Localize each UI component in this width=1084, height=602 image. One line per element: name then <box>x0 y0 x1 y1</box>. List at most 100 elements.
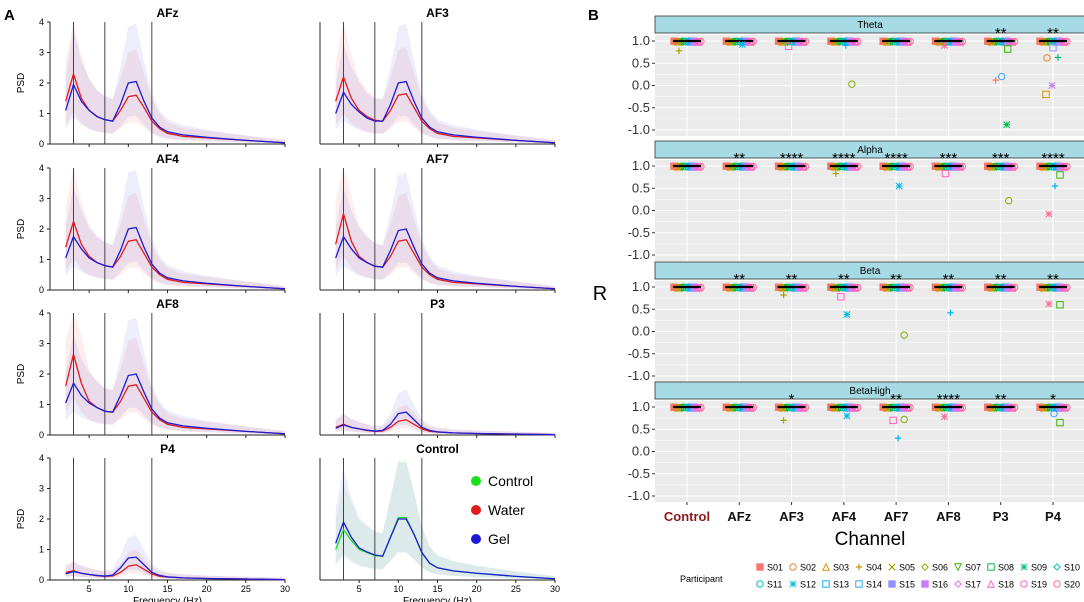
legend-marker-water <box>471 505 481 515</box>
x-tick-label: 25 <box>511 584 521 594</box>
band-gel <box>65 535 286 580</box>
legend-label-s13: S13 <box>833 580 849 590</box>
psd-plot-control: Control 5 10 15 20 25 30 Frequency (Hz) <box>319 442 560 602</box>
band-gel <box>65 23 286 144</box>
points-af3 <box>774 403 810 413</box>
y-tick-label: -0.5 <box>628 346 650 361</box>
series-line-gel <box>65 80 286 144</box>
y-tick-label: 3 <box>39 339 44 349</box>
points-control <box>670 403 705 413</box>
series-line-gel <box>65 556 286 581</box>
y-axis-label: PSD <box>16 364 27 385</box>
y-tick-label: -1.0 <box>628 368 650 383</box>
x-tick-label: 10 <box>393 584 403 594</box>
legend-label-s14: S14 <box>866 580 882 590</box>
significance-label: **** <box>884 150 908 167</box>
points-af3 <box>774 162 810 172</box>
channel-label-p3: P3 <box>993 509 1009 524</box>
psd-plot-af4: AF4 0 1 2 3 4 PSD <box>16 152 286 295</box>
plot-title: P3 <box>430 297 445 311</box>
y-tick-label: -1.0 <box>628 122 650 137</box>
outlier-marker <box>1042 90 1050 99</box>
outlier-marker <box>1056 418 1064 427</box>
points-p3 <box>984 403 1019 413</box>
y-tick-label: -1.0 <box>628 488 650 503</box>
outlier-marker <box>889 416 897 425</box>
y-tick-label: 0.5 <box>632 421 650 436</box>
y-tick-label: 3 <box>39 194 44 204</box>
outlier-marker <box>1050 409 1058 418</box>
legend-label-s07: S07 <box>965 563 981 573</box>
outlier-marker <box>780 291 787 299</box>
legend-marker-s20 <box>1053 580 1061 588</box>
x-axis-label: Channel <box>835 529 906 550</box>
y-tick-label: 1.0 <box>632 279 650 294</box>
outlier-marker <box>1056 301 1064 309</box>
legend-label-s12: S12 <box>800 580 816 590</box>
psd-plot-af8: AF8 0 1 2 3 4 PSD <box>16 297 286 440</box>
outlier-marker <box>1004 45 1012 53</box>
legend-a: Control Water Gel <box>471 473 533 547</box>
points-af3 <box>774 37 810 47</box>
outlier-marker <box>1054 54 1062 61</box>
participant-legend: Participant S01 S02 S03 S04 S05 S06 S07 S08 S09 S1… <box>680 563 1080 590</box>
y-tick-label: 4 <box>39 453 44 463</box>
plot-title: P4 <box>160 442 175 456</box>
plot-title: AFz <box>157 6 179 20</box>
y-axis-label: PSD <box>16 73 27 94</box>
outlier-marker <box>780 417 787 424</box>
points-af4 <box>827 37 862 47</box>
y-tick-label: 2 <box>39 514 44 524</box>
legend-marker-s16 <box>921 580 929 588</box>
facet-strip <box>654 15 1084 34</box>
y-tick-label: 0.0 <box>632 203 650 218</box>
facet-beta: Beta 1.0 0.5 0.0 -0.5 -1.0 ** ** ** ** ** ** ** <box>628 261 1084 383</box>
x-tick-label: 30 <box>550 584 560 594</box>
legend-marker-s10 <box>1053 563 1061 571</box>
significance-label: * <box>1050 391 1056 408</box>
points-af8 <box>931 403 967 413</box>
significance-label: ** <box>890 271 902 288</box>
significance-label: ** <box>733 271 745 288</box>
y-tick-label: 1 <box>39 400 44 410</box>
x-tick-label: 20 <box>472 584 482 594</box>
significance-label: ** <box>733 150 745 167</box>
outlier-marker <box>894 434 902 442</box>
y-tick-label: -0.5 <box>628 100 650 115</box>
outlier-marker <box>1048 81 1056 90</box>
legend-marker-s02 <box>789 563 797 571</box>
points-af8 <box>931 283 967 293</box>
channel-label-af8: AF8 <box>936 509 961 524</box>
x-tick-label: 30 <box>280 584 290 594</box>
y-tick-label: -0.5 <box>628 466 650 481</box>
legend-label-s20: S20 <box>1064 580 1080 590</box>
legend-marker-s19 <box>1020 580 1028 588</box>
points-afz <box>722 403 757 413</box>
points-p3 <box>984 283 1019 293</box>
legend-marker-gel <box>471 534 481 544</box>
y-tick-label: 2 <box>39 369 44 379</box>
outlier-marker <box>675 47 683 54</box>
significance-label: *** <box>992 150 1010 167</box>
points-p4 <box>1036 403 1071 413</box>
points-p4 <box>1036 162 1071 172</box>
outlier-marker <box>1003 121 1011 129</box>
legend-marker-s15 <box>888 580 896 588</box>
legend-label-s18: S18 <box>998 580 1014 590</box>
x-tick-label: 15 <box>432 584 442 594</box>
points-af4 <box>827 403 862 413</box>
significance-label: ** <box>995 271 1007 288</box>
points-af7 <box>879 37 914 47</box>
facet-title: BetaHigh <box>849 386 890 397</box>
outlier-marker <box>900 331 908 339</box>
psd-plot-afz: AFz 0 1 2 3 4 PSD <box>16 6 286 149</box>
series-line-gel <box>335 228 556 290</box>
outlier-marker <box>940 413 948 421</box>
channel-label-af4: AF4 <box>832 509 857 524</box>
outlier-marker <box>940 41 948 50</box>
outlier-marker <box>842 42 850 49</box>
legend-label-gel: Gel <box>488 531 510 547</box>
